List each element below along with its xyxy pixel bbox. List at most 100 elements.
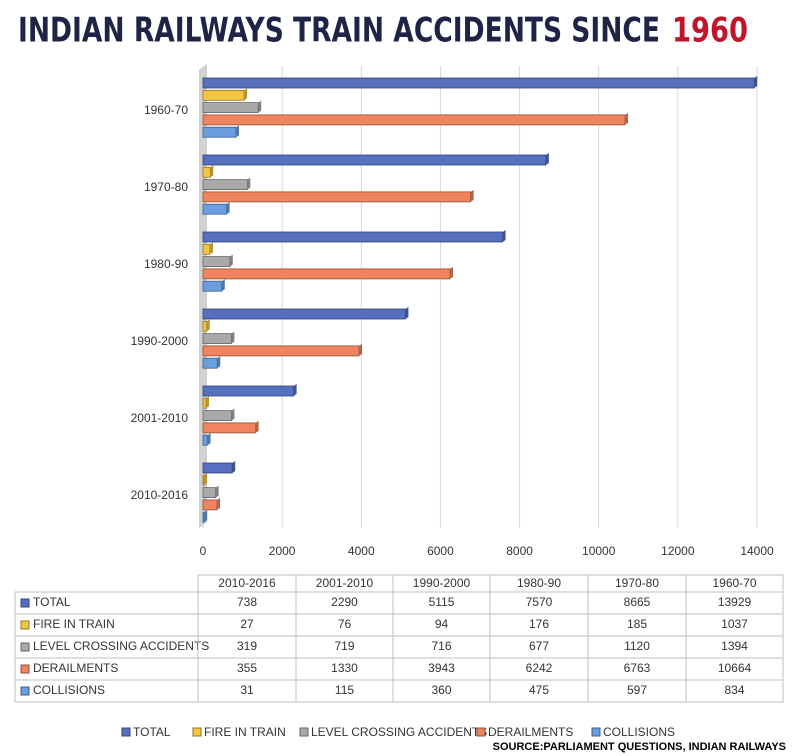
bar	[202, 154, 547, 166]
legend-label: TOTAL	[133, 725, 171, 739]
bar-side	[231, 331, 235, 344]
table-row-label: FIRE IN TRAIN	[33, 617, 115, 631]
bar	[202, 422, 257, 434]
legend-label: DERAILMENTS	[488, 725, 573, 739]
bar-side	[215, 485, 219, 498]
bar	[202, 231, 503, 243]
x-tick-label: 14000	[740, 544, 774, 558]
table-swatch	[20, 620, 30, 630]
table-value: 31	[240, 683, 254, 697]
table-value: 1120	[624, 639, 650, 653]
bar	[202, 320, 208, 332]
bar	[202, 462, 233, 474]
y-tick-label: 1970-80	[144, 180, 188, 194]
table-row-label: DERAILMENTS	[33, 661, 118, 675]
x-tick-label: 10000	[582, 544, 616, 558]
bar	[202, 203, 228, 215]
bar	[202, 268, 451, 280]
bar-side	[206, 319, 210, 332]
table-value: 597	[627, 683, 647, 697]
y-tick-label: 2010-2016	[131, 488, 189, 502]
table-value: 115	[335, 683, 354, 697]
y-tick-label: 2001-2010	[131, 411, 189, 425]
table-value: 3943	[428, 661, 455, 675]
bar-side	[244, 88, 248, 101]
table-value: 10664	[718, 661, 752, 675]
bar-side	[545, 153, 549, 165]
table-swatch	[20, 664, 30, 674]
table-value: 360	[431, 683, 451, 697]
legend-swatch	[192, 727, 202, 737]
table-header: 1970-80	[615, 576, 659, 590]
bar	[202, 256, 231, 268]
table-value: 176	[529, 617, 549, 631]
bar-side	[450, 266, 454, 279]
bar	[202, 166, 211, 178]
bar-side	[359, 343, 363, 356]
table-swatch	[20, 598, 30, 608]
bar-side	[217, 356, 221, 369]
bar	[202, 179, 248, 191]
legend-label: COLLISIONS	[603, 725, 675, 739]
bar-side	[221, 279, 225, 292]
chart-title-highlight: 1960	[672, 11, 748, 51]
bar	[202, 333, 232, 345]
table-value: 7570	[526, 595, 553, 609]
bar-side	[502, 230, 506, 242]
table-value: 475	[529, 683, 549, 697]
x-tick-label: 6000	[427, 544, 454, 558]
bar-side	[206, 396, 210, 409]
table-value: 1394	[721, 639, 748, 653]
bar	[202, 191, 472, 203]
legend-swatch	[476, 727, 486, 737]
bar	[202, 385, 295, 397]
y-tick-label: 1980-90	[144, 257, 188, 271]
bar-side	[258, 100, 262, 113]
bar-side	[209, 242, 213, 255]
table-row-label: TOTAL	[33, 595, 71, 609]
legend-label: FIRE IN TRAIN	[204, 725, 286, 739]
table-value: 716	[431, 639, 451, 653]
chart-title: INDIAN RAILWAYS TRAIN ACCIDENTS SINCE	[18, 11, 660, 51]
bar-side	[236, 125, 240, 138]
table-cell	[685, 679, 784, 703]
bar-side	[231, 408, 235, 421]
bar	[202, 511, 205, 523]
table-swatch	[20, 642, 30, 652]
table-value: 355	[237, 661, 257, 675]
bar	[202, 345, 360, 357]
table-value: 2290	[331, 595, 358, 609]
bar-side	[229, 254, 233, 267]
table-value: 1037	[721, 617, 748, 631]
table-swatch	[20, 686, 30, 696]
table-value: 1330	[331, 661, 358, 675]
bar	[202, 243, 211, 255]
table-header: 1960-70	[712, 576, 756, 590]
bar-side	[217, 497, 221, 510]
bar	[202, 89, 245, 101]
table-header: 1990-2000	[413, 576, 471, 590]
y-tick-label: 1960-70	[144, 103, 188, 117]
bar	[202, 280, 223, 292]
bar-side	[226, 202, 230, 215]
table-value: 719	[334, 639, 354, 653]
bar-side	[204, 473, 208, 486]
legend-swatch	[299, 727, 309, 737]
table-value: 6242	[526, 661, 553, 675]
bar-side	[624, 112, 628, 125]
bar	[202, 77, 755, 89]
table-value: 6763	[624, 661, 651, 675]
bar-side	[754, 76, 758, 88]
y-tick-label: 1990-2000	[131, 334, 189, 348]
legend-label: LEVEL CROSSING ACCIDENTS	[311, 725, 487, 739]
bar	[202, 434, 208, 446]
bar-side	[293, 384, 297, 396]
bar	[202, 114, 626, 126]
x-tick-label: 12000	[661, 544, 695, 558]
table-value: 76	[338, 617, 352, 631]
table-value: 834	[724, 683, 744, 697]
table-header: 1980-90	[517, 576, 561, 590]
bar-side	[210, 165, 214, 178]
bar-side	[207, 433, 211, 446]
bar-side	[204, 510, 208, 523]
